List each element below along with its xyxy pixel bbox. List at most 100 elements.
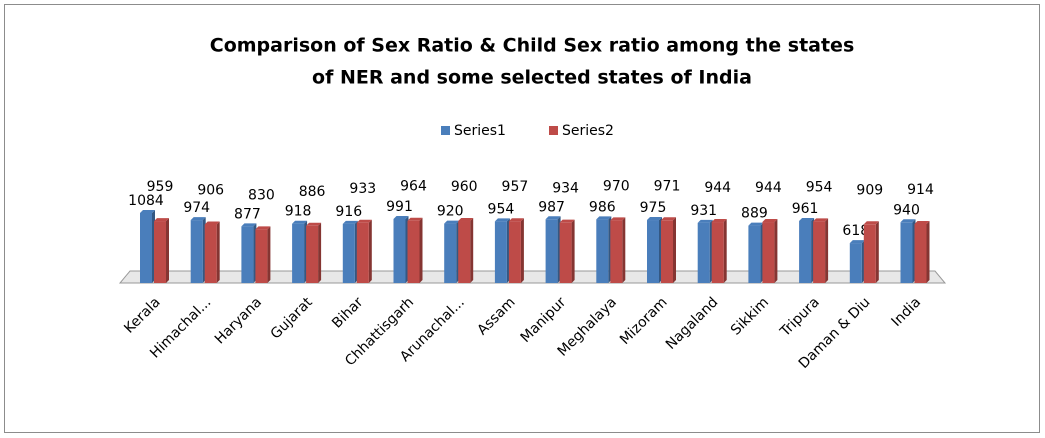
bar	[661, 217, 676, 283]
bar-face	[393, 219, 406, 283]
bar-face	[292, 223, 305, 283]
data-label: 916	[335, 204, 362, 220]
bar-top	[559, 219, 575, 223]
bar	[914, 220, 930, 283]
bar-top	[863, 221, 879, 225]
bar-face	[762, 222, 775, 283]
legend-label: Series1	[454, 123, 506, 139]
bar-top	[849, 240, 865, 244]
bar	[190, 217, 206, 283]
bar-top	[711, 219, 727, 223]
bar-top	[762, 219, 778, 223]
bar-side	[825, 218, 829, 283]
bar	[799, 217, 815, 283]
bar-face	[813, 221, 826, 283]
bar-side	[875, 221, 879, 283]
bar-side	[419, 217, 423, 283]
bar-top	[292, 220, 308, 224]
bar	[292, 220, 308, 283]
legend-label: Series2	[562, 123, 614, 139]
bar-side	[774, 219, 778, 283]
bar-side	[673, 217, 676, 283]
bar-face	[508, 221, 521, 283]
bar-top	[494, 218, 510, 222]
bar-top	[306, 222, 322, 226]
bar-face	[241, 226, 254, 283]
data-label: 971	[654, 178, 681, 194]
bar-top	[596, 216, 612, 220]
bar	[140, 210, 155, 283]
bar-face	[863, 224, 876, 283]
data-label: 954	[488, 201, 515, 217]
bar-face	[306, 225, 319, 283]
bar-top	[647, 217, 662, 221]
data-label: 914	[907, 182, 934, 198]
data-label: 906	[197, 182, 224, 198]
bar-side	[470, 218, 474, 283]
bar	[494, 218, 510, 283]
bar	[559, 219, 575, 283]
bar-face	[494, 221, 507, 283]
bar-top	[900, 219, 916, 223]
bar-top	[255, 226, 271, 230]
bar-face	[204, 224, 217, 283]
bar	[545, 216, 561, 283]
data-label: 830	[248, 187, 275, 203]
bar-top	[813, 218, 829, 222]
data-label: 931	[690, 203, 717, 219]
bar	[697, 219, 713, 283]
bar	[204, 221, 220, 283]
data-label: 974	[183, 200, 210, 216]
bar	[342, 220, 358, 283]
bar	[849, 240, 865, 283]
bar	[596, 216, 612, 283]
data-label: 987	[538, 199, 565, 215]
data-label: 960	[451, 179, 478, 195]
bar-face	[610, 220, 623, 283]
bar-top	[799, 217, 815, 221]
bar	[900, 219, 916, 283]
bar-face	[444, 223, 457, 283]
bar	[813, 218, 829, 283]
bar-side	[318, 222, 322, 283]
bar-top	[545, 216, 561, 220]
bar	[647, 217, 662, 283]
bar-top	[393, 216, 409, 220]
bar-face	[799, 220, 812, 283]
chart-title-line2: of NER and some selected states of India	[312, 67, 752, 89]
bar	[610, 217, 626, 283]
bar-face	[458, 221, 471, 283]
data-label: 964	[400, 179, 427, 195]
bar	[748, 222, 764, 283]
bar-face	[342, 223, 355, 283]
data-label: 918	[285, 204, 312, 220]
bar-face	[255, 229, 268, 283]
data-label: 877	[234, 206, 261, 222]
data-label: 991	[386, 199, 413, 215]
legend-swatch	[549, 126, 558, 135]
bar	[711, 219, 727, 283]
data-label: 940	[893, 202, 920, 218]
data-label: 975	[640, 200, 667, 216]
bar-face	[661, 220, 673, 283]
bar-side	[368, 219, 372, 283]
bar	[356, 219, 372, 283]
bar-top	[508, 218, 524, 222]
bar	[306, 222, 322, 283]
data-label: 934	[552, 181, 579, 197]
bar-face	[190, 220, 203, 283]
bar-side	[571, 219, 575, 283]
bar-top	[697, 219, 713, 223]
data-label: 933	[349, 181, 376, 197]
bar	[393, 216, 409, 283]
bar-top	[748, 222, 764, 226]
data-label: 957	[502, 179, 529, 195]
bar-face	[849, 243, 862, 283]
data-label: 889	[741, 206, 768, 222]
bar-face	[711, 222, 724, 283]
bar-face	[900, 222, 913, 283]
bar-top	[610, 217, 626, 221]
data-label: 954	[806, 179, 833, 195]
bar-top	[241, 223, 257, 227]
